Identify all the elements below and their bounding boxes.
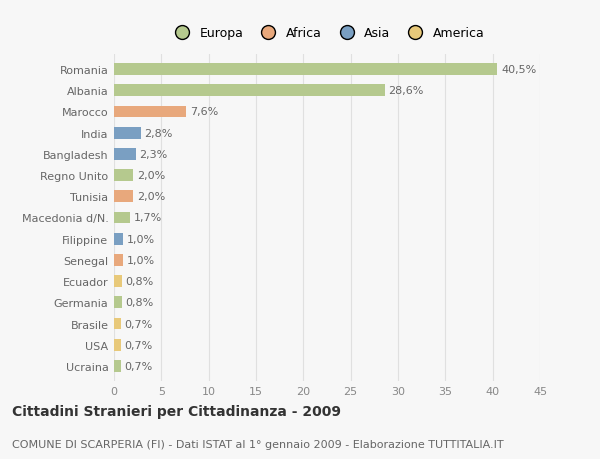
Bar <box>114 255 124 266</box>
Bar <box>114 64 497 76</box>
Text: 2,0%: 2,0% <box>137 171 165 181</box>
Text: 28,6%: 28,6% <box>389 86 424 96</box>
Text: 1,0%: 1,0% <box>127 255 155 265</box>
Bar <box>114 191 133 203</box>
Bar <box>114 276 122 287</box>
Bar <box>114 297 122 308</box>
Bar <box>114 106 186 118</box>
Bar <box>114 339 121 351</box>
Text: 1,0%: 1,0% <box>127 234 155 244</box>
Legend: Europa, Africa, Asia, America: Europa, Africa, Asia, America <box>164 22 490 45</box>
Bar <box>114 85 385 97</box>
Bar <box>114 128 140 139</box>
Text: 40,5%: 40,5% <box>501 65 536 75</box>
Bar <box>114 360 121 372</box>
Bar <box>114 212 130 224</box>
Bar <box>114 170 133 181</box>
Text: Cittadini Stranieri per Cittadinanza - 2009: Cittadini Stranieri per Cittadinanza - 2… <box>12 404 341 419</box>
Text: 0,8%: 0,8% <box>125 298 154 308</box>
Text: COMUNE DI SCARPERIA (FI) - Dati ISTAT al 1° gennaio 2009 - Elaborazione TUTTITAL: COMUNE DI SCARPERIA (FI) - Dati ISTAT al… <box>12 440 503 449</box>
Bar <box>114 233 124 245</box>
Text: 1,7%: 1,7% <box>134 213 162 223</box>
Text: 0,7%: 0,7% <box>124 340 152 350</box>
Text: 0,7%: 0,7% <box>124 361 152 371</box>
Bar <box>114 318 121 330</box>
Text: 2,8%: 2,8% <box>144 129 173 138</box>
Text: 0,8%: 0,8% <box>125 276 154 286</box>
Text: 0,7%: 0,7% <box>124 319 152 329</box>
Text: 7,6%: 7,6% <box>190 107 218 117</box>
Text: 2,3%: 2,3% <box>140 150 168 160</box>
Text: 2,0%: 2,0% <box>137 192 165 202</box>
Bar <box>114 149 136 160</box>
